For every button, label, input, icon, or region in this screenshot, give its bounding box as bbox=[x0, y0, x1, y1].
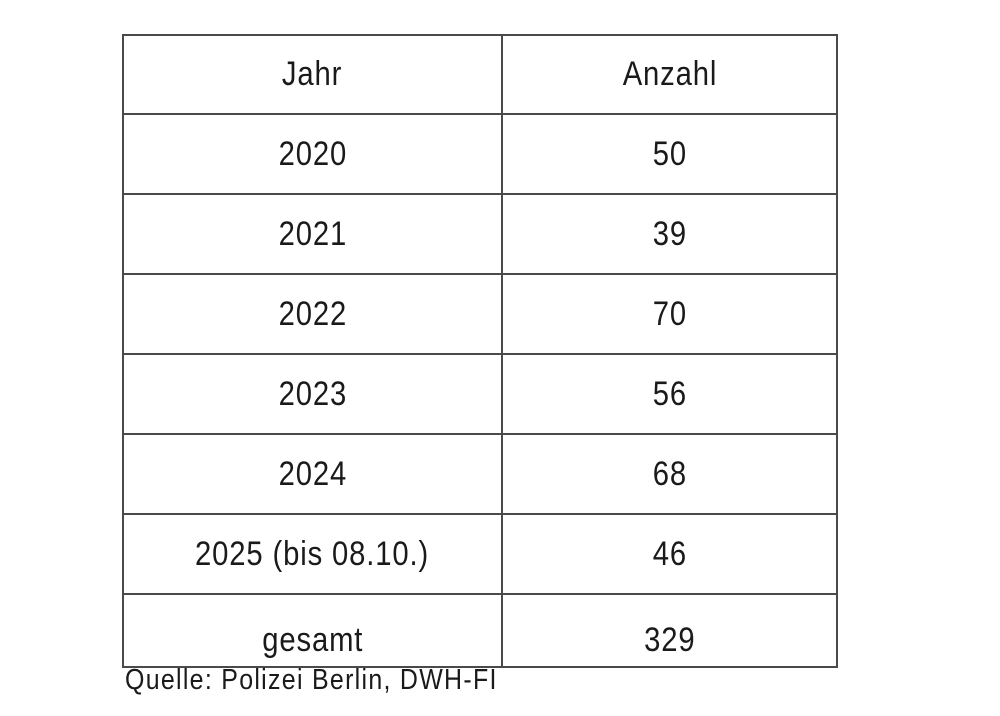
header-row: Jahr Anzahl bbox=[122, 34, 838, 115]
table-row: 2020 50 bbox=[122, 113, 838, 195]
header-count: Anzahl bbox=[501, 34, 838, 115]
header-year: Jahr bbox=[122, 34, 503, 115]
total-row: gesamt 329 bbox=[122, 593, 838, 668]
year-cell: 2022 bbox=[122, 273, 503, 355]
source-note: Quelle: Polizei Berlin, DWH-FI bbox=[125, 664, 498, 696]
count-cell: 70 bbox=[501, 273, 838, 355]
table-row: 2024 68 bbox=[122, 433, 838, 515]
data-table: Jahr Anzahl 2020 50 2021 39 2022 70 2023… bbox=[122, 34, 838, 668]
total-label: gesamt bbox=[122, 593, 503, 668]
year-cell: 2020 bbox=[122, 113, 503, 195]
count-cell: 46 bbox=[501, 513, 838, 595]
count-cell: 68 bbox=[501, 433, 838, 515]
count-cell: 39 bbox=[501, 193, 838, 275]
count-cell: 56 bbox=[501, 353, 838, 435]
table-row: 2022 70 bbox=[122, 273, 838, 355]
table-row: 2023 56 bbox=[122, 353, 838, 435]
total-value: 329 bbox=[501, 593, 838, 668]
table-row: 2025 (bis 08.10.) 46 bbox=[122, 513, 838, 595]
year-cell: 2021 bbox=[122, 193, 503, 275]
count-cell: 50 bbox=[501, 113, 838, 195]
year-cell: 2024 bbox=[122, 433, 503, 515]
table-row: 2021 39 bbox=[122, 193, 838, 275]
year-cell: 2025 (bis 08.10.) bbox=[122, 513, 503, 595]
year-cell: 2023 bbox=[122, 353, 503, 435]
